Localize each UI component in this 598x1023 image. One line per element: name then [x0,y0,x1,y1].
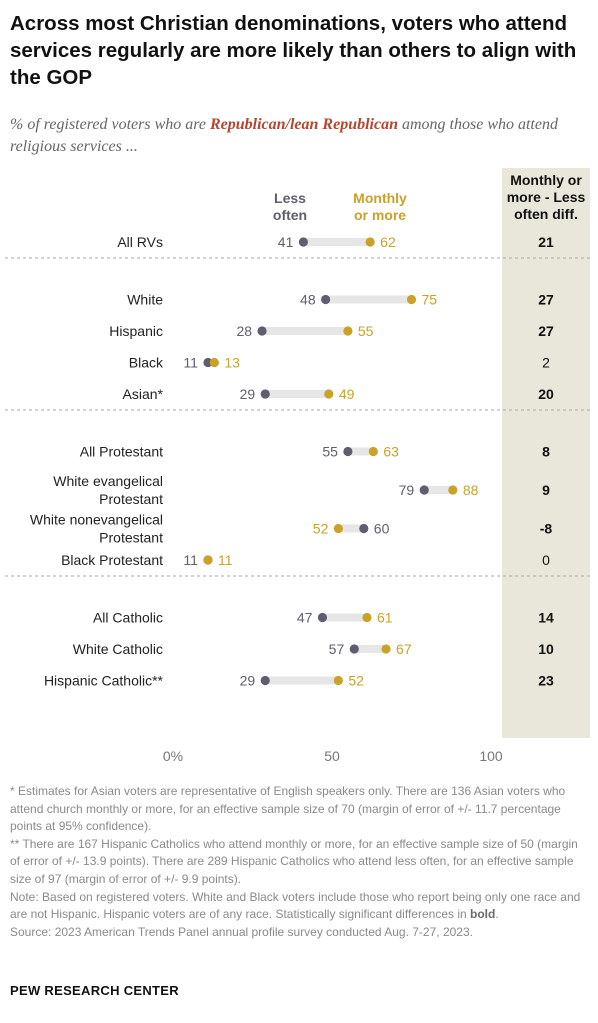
row-label: White evangelical [53,473,163,489]
x-tick-label: 0% [163,748,183,764]
diff-value: 10 [538,641,554,657]
diff-value: 0 [542,552,550,568]
dot-monthly-or-more [365,237,375,247]
dot-less-often [317,612,328,623]
diff-header-line: often diff. [514,206,578,222]
value-label-less-often: 60 [374,521,390,537]
diff-column-background [502,168,590,738]
chart-title: Across most Christian denominations, vot… [10,12,577,89]
dot-monthly-or-more [203,555,213,565]
value-label-less-often: 11 [183,355,198,371]
chart-notes: * Estimates for Asian voters are represe… [10,783,590,941]
value-label-monthly-or-more: 55 [358,323,374,339]
legend-less-often: Less [274,190,306,206]
dot-monthly-or-more [333,523,343,534]
note-source: Source: 2023 American Trends Panel annua… [10,924,473,939]
value-label-less-often: 79 [399,482,415,498]
subtitle-prefix: % of registered voters who are [10,116,210,133]
value-label-monthly-or-more: 13 [224,355,240,371]
chart-subtitle: % of registered voters who are Republica… [10,114,580,158]
row-label: Black [129,355,164,371]
value-label-less-often: 57 [329,641,345,657]
note-methodology-end: . [495,907,499,922]
value-label-less-often: 29 [240,673,256,689]
row-label: White nonevangelical [30,512,163,528]
diff-value: 21 [538,234,554,250]
value-label-monthly-or-more: 67 [396,641,412,657]
value-label-monthly-or-more: 88 [463,482,479,498]
value-label-less-often: 55 [322,444,338,460]
dot-monthly-or-more [362,612,372,623]
legend-monthly-or-more: or more [354,207,406,223]
dot-monthly-or-more [368,446,378,457]
value-label-monthly-or-more: 52 [313,521,329,537]
value-label-less-often: 47 [297,610,313,626]
dot-less-often [343,446,353,457]
row-label: Asian* [123,386,164,402]
pew-research-center-logo-text: PEW RESEARCH CENTER [10,983,179,998]
diff-value: 27 [538,292,554,308]
note-bold-word: bold [470,907,496,922]
diff-header-line: Monthly or [510,172,582,188]
diff-value: 8 [542,444,550,460]
dot-monthly-or-more [209,357,219,368]
diff-value: 14 [538,610,554,626]
row-label: White Catholic [73,641,163,657]
diff-value: 9 [542,482,550,498]
note-methodology-text: Note: Based on registered voters. White … [10,889,581,922]
row-label: All Catholic [93,610,163,626]
row-label: Hispanic [109,323,163,339]
row-label: Protestant [99,530,163,546]
row-label: White [127,292,163,308]
dot-monthly-or-more [406,294,417,305]
diff-value: -8 [540,521,553,537]
value-label-monthly-or-more: 61 [377,610,393,626]
row-label: Black Protestant [61,552,163,568]
legend-less-often: often [273,207,307,223]
note-methodology: Note: Based on registered voters. White … [10,889,590,924]
dot-monthly-or-more [343,326,353,336]
value-label-monthly-or-more: 63 [383,444,399,460]
diff-header-line: more - Less [507,189,586,205]
diff-value: 23 [538,673,554,689]
legend-monthly-or-more: Monthly [353,190,407,206]
diff-value: 20 [538,386,554,402]
note-hispanic-catholic: ** There are 167 Hispanic Catholics who … [10,836,578,886]
x-tick-label: 50 [324,748,340,764]
subtitle-suffix: among those who attend religious service… [10,116,558,155]
dot-less-often [260,389,270,399]
dot-less-often [321,294,331,305]
value-label-less-often: 29 [240,386,256,402]
value-label-monthly-or-more: 62 [380,234,396,250]
dot-monthly-or-more [381,644,391,654]
dot-less-often [349,644,359,654]
dot-monthly-or-more [448,485,458,495]
note-asian: * Estimates for Asian voters are represe… [10,784,566,834]
dot-less-often [298,237,308,247]
row-label: All Protestant [80,444,163,460]
row-label: Hispanic Catholic** [44,673,164,689]
value-label-monthly-or-more: 49 [339,386,355,402]
value-label-less-often: 11 [183,552,198,568]
dot-less-often [257,326,267,336]
dot-less-often [359,523,369,534]
value-label-monthly-or-more: 11 [218,552,233,568]
dot-monthly-or-more [333,675,343,686]
x-tick-label: 100 [479,748,503,764]
value-label-monthly-or-more: 52 [348,673,364,689]
dot-less-often [203,357,213,368]
value-label-less-often: 41 [278,234,294,250]
row-label: All RVs [117,234,163,250]
value-label-less-often: 28 [236,323,252,339]
diff-value: 2 [542,355,550,371]
value-label-less-often: 48 [300,292,316,308]
subtitle-highlight: Republican/lean Republican [209,116,398,133]
diff-value: 27 [538,323,554,339]
value-label-monthly-or-more: 75 [422,292,438,308]
dot-monthly-or-more [324,389,334,399]
row-label: Protestant [99,491,163,507]
dot-less-often [419,485,429,495]
dot-less-often [260,675,270,686]
